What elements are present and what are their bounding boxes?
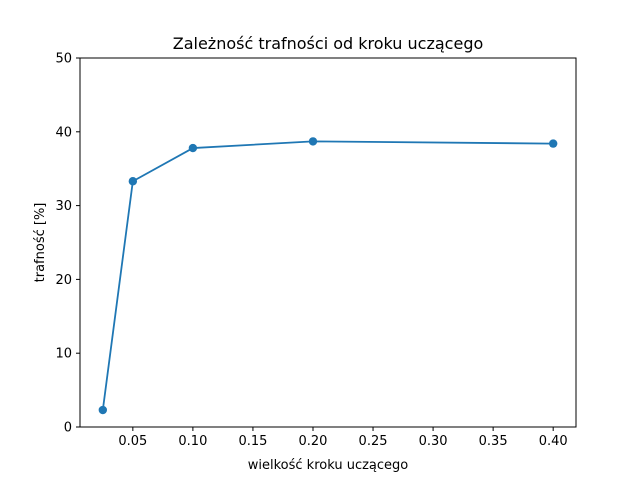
y-axis-label: trafność [%] [33,203,48,283]
y-tick-label: 10 [55,347,72,362]
y-tick-label: 40 [55,125,72,140]
y-tick-label: 20 [55,273,72,288]
x-tick-label: 0.35 [479,434,508,449]
plot-layer [98,137,558,415]
data-point [548,139,558,148]
data-point [308,137,318,146]
y-tick-label: 30 [55,199,72,214]
x-tick-label: 0.40 [539,434,568,449]
data-point [128,177,138,186]
x-axis-ticks: 0.05 0.10 0.15 0.20 0.25 0.30 0.35 0.40 [118,427,568,449]
y-tick-label: 0 [64,421,72,436]
x-tick-label: 0.25 [359,434,388,449]
x-tick-label: 0.05 [118,434,147,449]
data-point [188,143,198,153]
chart-title: Zależność trafności od kroku uczącego [173,34,484,53]
y-tick-label: 50 [55,52,72,67]
plot-frame [79,57,577,428]
data-point [98,405,108,415]
x-tick-label: 0.10 [178,434,207,449]
x-axis-label: wielkość kroku uczącego [248,458,409,473]
x-tick-label: 0.30 [419,434,448,449]
x-tick-label: 0.20 [299,434,328,449]
x-tick-label: 0.15 [238,434,267,449]
y-axis-ticks: 0 10 20 30 40 50 [55,52,80,436]
